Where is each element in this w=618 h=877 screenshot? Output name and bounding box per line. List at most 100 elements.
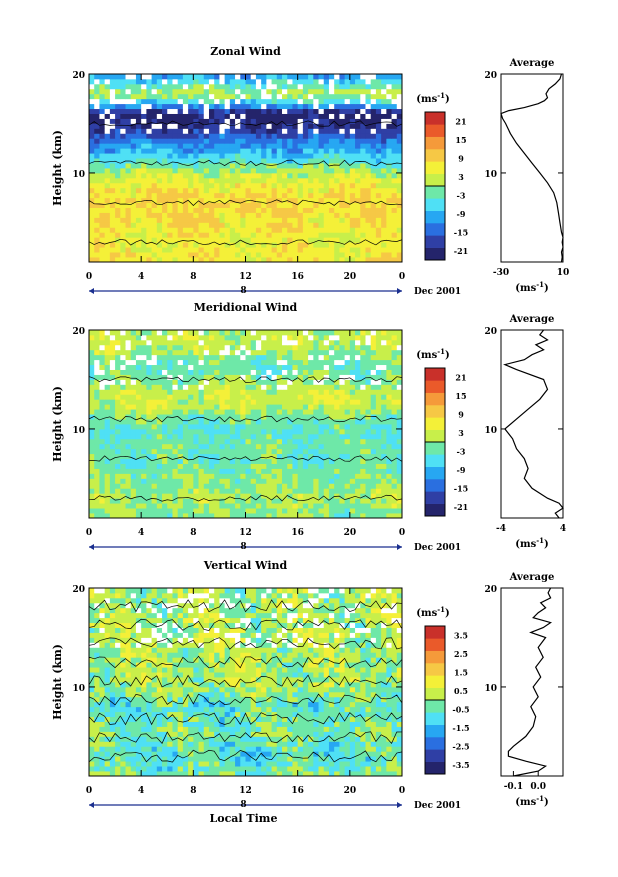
heatmap-cell [219,414,225,419]
heatmap-cell [240,454,246,459]
heatmap-cell [350,133,356,138]
heatmap-cell [89,478,95,483]
heatmap-cell [256,508,262,513]
heatmap-cell [235,508,241,513]
heatmap-cell [99,424,105,429]
heatmap-cell [162,399,168,404]
heatmap-cell [324,104,330,109]
heatmap-cell [235,464,241,469]
heatmap-cell [157,143,163,148]
heatmap-cell [199,208,205,213]
heatmap-cell [386,133,392,138]
heatmap-cell [199,242,205,247]
heatmap-cell [261,424,267,429]
heatmap-cell [131,74,137,79]
heatmap-cell [188,751,194,756]
heatmap-cell [136,94,142,99]
heatmap-cell [376,508,382,513]
heatmap-cell [324,99,330,104]
heatmap-cell [94,478,100,483]
heatmap-cell [199,483,205,488]
heatmap-cell [178,355,184,360]
heatmap-cell [204,449,210,454]
heatmap-cell [120,365,126,370]
heatmap-cell [120,109,126,114]
heatmap-cell [365,138,371,143]
heatmap-cell [120,89,126,94]
heatmap-cell [345,227,351,232]
heatmap-cell [167,237,173,242]
heatmap-cell [381,464,387,469]
heatmap-cell [303,99,309,104]
heatmap-cell [339,84,345,89]
heatmap-cell [209,459,215,464]
heatmap-cell [89,360,95,365]
heatmap-cell [230,84,236,89]
heatmap-cell [329,104,335,109]
x-tick-label: 0 [86,272,92,282]
heatmap-cell [392,429,398,434]
heatmap-cell [167,74,173,79]
heatmap-cell [329,128,335,133]
heatmap-cell [193,138,199,143]
heatmap-cell [235,370,241,375]
heatmap-cell [292,434,298,439]
heatmap-cell [303,389,309,394]
heatmap-cell [282,237,288,242]
heatmap-cell [110,503,116,508]
heatmap-cell [381,355,387,360]
heatmap-cell [277,203,283,208]
heatmap-cell [371,424,377,429]
heatmap-cell [172,128,178,133]
unit-text: (ms [416,94,437,105]
heatmap-cell [188,153,194,158]
heatmap-cell [266,232,272,237]
heatmap-cell [230,370,236,375]
heatmap-cell [350,434,356,439]
heatmap-cell [246,193,252,198]
heatmap-cell [214,208,220,213]
heatmap-cell [350,89,356,94]
heatmap-cell [99,429,105,434]
heatmap-cell [204,473,210,478]
heatmap-cell [308,227,314,232]
heatmap-cell [282,79,288,84]
heatmap-cell [115,469,121,474]
heatmap-cell [162,340,168,345]
heatmap-cell [360,766,366,771]
heatmap-cell [350,99,356,104]
heatmap-cell [235,163,241,168]
heatmap-cell [334,74,340,79]
heatmap-cell [334,365,340,370]
heatmap-cell [204,193,210,198]
heatmap-cell [120,389,126,394]
heatmap-cell [246,508,252,513]
heatmap-cell [214,370,220,375]
heatmap-cell [225,404,231,409]
heatmap-cell [266,138,272,143]
heatmap-cell [126,208,132,213]
heatmap-cell [360,340,366,345]
heatmap-cell [214,454,220,459]
heatmap-cell [219,252,225,257]
heatmap-cell [350,183,356,188]
heatmap-cell [126,360,132,365]
heatmap-cell [277,404,283,409]
heatmap-cell [339,355,345,360]
heatmap-cell [376,389,382,394]
heatmap-cell [209,478,215,483]
heatmap-cell [329,138,335,143]
heatmap-cell [287,508,293,513]
heatmap-cell [371,188,377,193]
heatmap-cell [261,350,267,355]
heatmap-cell [355,399,361,404]
heatmap-cell [282,208,288,213]
heatmap-cell [178,478,184,483]
heatmap-cell [339,389,345,394]
heatmap-cell [146,330,152,335]
heatmap-cell [120,464,126,469]
heatmap-cell [261,148,267,153]
heatmap-cell [365,99,371,104]
heatmap-cell [303,360,309,365]
heatmap-cell [365,168,371,173]
